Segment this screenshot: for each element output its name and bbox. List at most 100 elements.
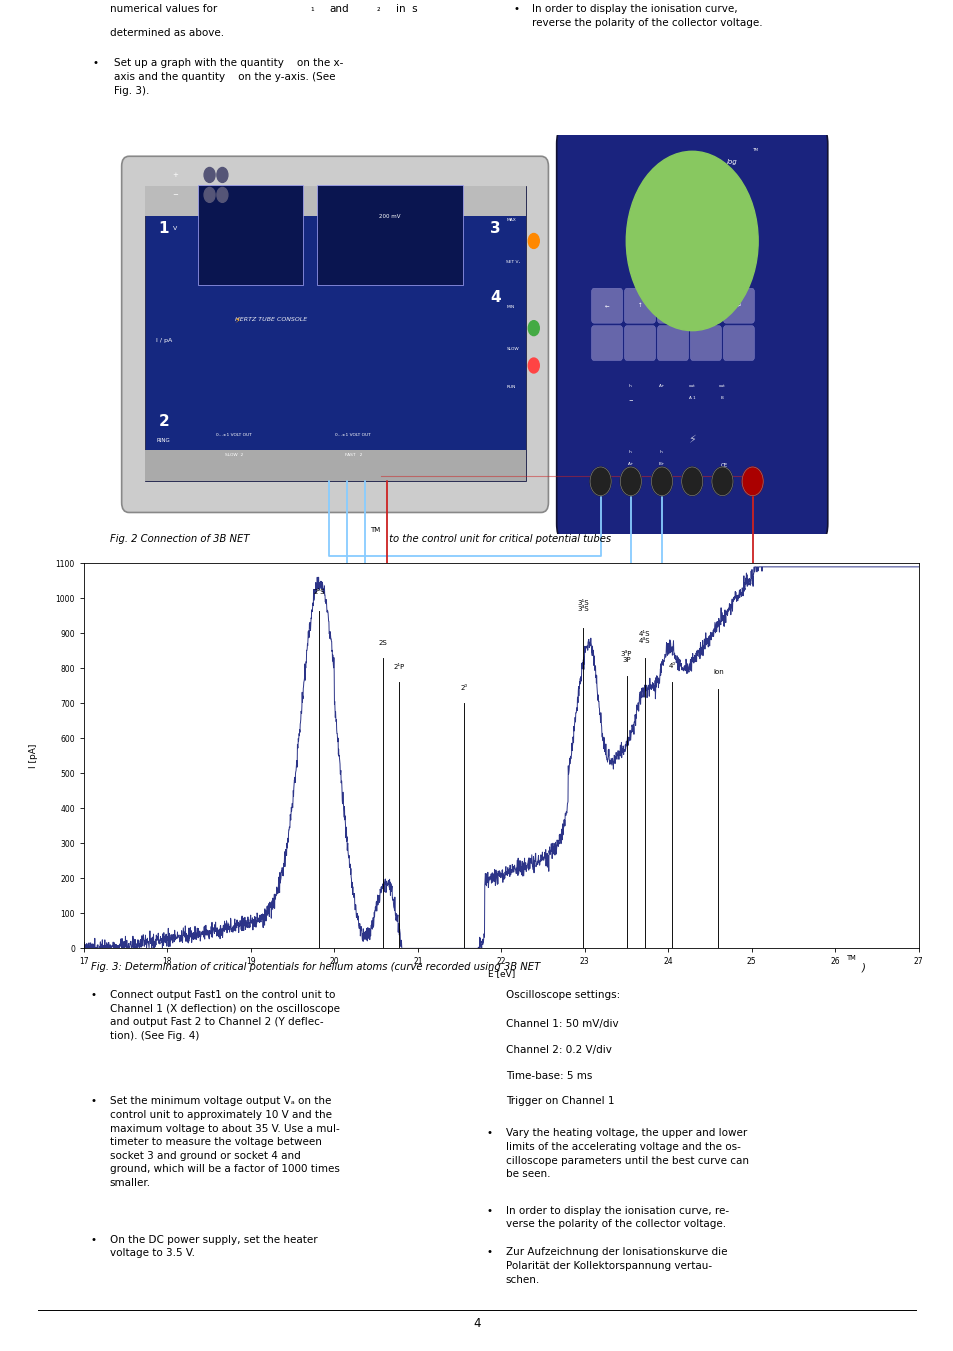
Text: ↓: ↓ [670, 303, 675, 308]
Text: log: log [726, 159, 737, 166]
Text: In: In [659, 450, 663, 454]
Circle shape [528, 320, 538, 335]
Text: Trigger on Channel 1: Trigger on Channel 1 [505, 1096, 614, 1106]
Text: ₁: ₁ [310, 4, 314, 14]
Text: ↑: ↑ [637, 303, 641, 308]
Text: •: • [92, 58, 98, 68]
Text: 3B NET: 3B NET [678, 159, 705, 166]
Circle shape [590, 467, 611, 496]
FancyBboxPatch shape [690, 288, 720, 323]
Text: Time-base: 5 ms: Time-base: 5 ms [505, 1070, 592, 1081]
Text: to the control unit for critical potential tubes: to the control unit for critical potenti… [386, 534, 611, 544]
Circle shape [619, 467, 640, 496]
Circle shape [528, 234, 538, 249]
Text: B+: B+ [659, 462, 664, 466]
Bar [145, 450, 526, 481]
Text: Zur Aufzeichnung der Ionisationskurve die
Polarität der Kollektorspannung vertau: Zur Aufzeichnung der Ionisationskurve di… [505, 1247, 726, 1285]
FancyBboxPatch shape [591, 326, 622, 361]
FancyBboxPatch shape [591, 288, 622, 323]
Text: out: out [688, 384, 695, 388]
Bar [197, 185, 303, 285]
Text: ): ) [861, 962, 864, 973]
Text: •: • [486, 1128, 492, 1139]
Text: V: V [172, 226, 176, 231]
Text: →: → [703, 303, 707, 308]
Text: ⚡: ⚡ [688, 435, 696, 446]
Circle shape [651, 467, 672, 496]
Text: 1: 1 [158, 222, 169, 236]
Text: •: • [91, 1096, 96, 1106]
X-axis label: E [eV]: E [eV] [487, 969, 515, 978]
Text: A+: A+ [659, 384, 664, 388]
FancyBboxPatch shape [690, 326, 720, 361]
Text: −: − [628, 397, 633, 403]
Text: Fig. 3: Determination of critical potentials for helium atoms (curve recorded us: Fig. 3: Determination of critical potent… [91, 962, 539, 973]
Text: ←: ← [604, 303, 609, 308]
Y-axis label: I [pA]: I [pA] [29, 743, 38, 769]
Text: •: • [486, 1205, 492, 1216]
Text: SLOW  2: SLOW 2 [225, 454, 243, 458]
Text: HERTZ TUBE CONSOLE: HERTZ TUBE CONSOLE [234, 317, 307, 322]
Text: RUN: RUN [506, 385, 516, 389]
Text: In: In [628, 384, 632, 388]
Text: 0...±1 VOLT OUT: 0...±1 VOLT OUT [335, 434, 371, 438]
Text: 3³P
3P: 3³P 3P [620, 651, 632, 663]
Text: Ion: Ion [712, 669, 723, 676]
Text: Connect output Fast1 on the control unit to
Channel 1 (X deflection) on the osci: Connect output Fast1 on the control unit… [110, 990, 339, 1042]
Text: RING: RING [156, 438, 171, 443]
Text: TM: TM [751, 149, 757, 153]
Text: 4: 4 [473, 1317, 480, 1329]
Text: MIN: MIN [506, 305, 514, 309]
Circle shape [711, 467, 732, 496]
Text: 2S: 2S [378, 639, 387, 646]
Circle shape [216, 188, 228, 203]
Text: 4⁰: 4⁰ [668, 663, 676, 669]
Text: 2¹P: 2¹P [394, 665, 405, 670]
Text: Set the minimum voltage output Vₐ on the
control unit to approximately 10 V and : Set the minimum voltage output Vₐ on the… [110, 1096, 339, 1188]
Circle shape [528, 358, 538, 373]
FancyBboxPatch shape [557, 122, 827, 546]
Text: 4¹S
4³S: 4¹S 4³S [639, 631, 650, 644]
Text: FAST   2: FAST 2 [344, 454, 362, 458]
Text: −: − [172, 192, 177, 197]
Bar [145, 186, 526, 481]
Circle shape [216, 168, 228, 182]
Text: determined as above.: determined as above. [110, 28, 224, 38]
Circle shape [741, 467, 762, 496]
Circle shape [204, 188, 214, 203]
Text: 2¹S: 2¹S [314, 589, 325, 594]
FancyBboxPatch shape [122, 157, 548, 512]
Text: Channel 1: 50 mV/div: Channel 1: 50 mV/div [505, 1019, 618, 1029]
Text: and: and [329, 4, 349, 15]
Text: CE: CE [720, 462, 727, 467]
FancyBboxPatch shape [657, 288, 688, 323]
Text: TM: TM [846, 955, 856, 961]
Bar [145, 186, 526, 216]
FancyBboxPatch shape [722, 288, 754, 323]
Circle shape [204, 168, 214, 182]
FancyBboxPatch shape [624, 288, 655, 323]
Text: in  s: in s [395, 4, 417, 15]
Text: TM: TM [370, 527, 380, 532]
Text: 3¹S
3³S: 3¹S 3³S [577, 600, 588, 612]
FancyBboxPatch shape [657, 326, 688, 361]
Text: •: • [91, 1235, 96, 1244]
Text: SLOW: SLOW [506, 347, 518, 351]
Text: 3: 3 [490, 222, 500, 236]
FancyBboxPatch shape [722, 326, 754, 361]
Text: 2⁰: 2⁰ [459, 685, 467, 692]
Text: On the DC power supply, set the heater
voltage to 3.5 V.: On the DC power supply, set the heater v… [110, 1235, 317, 1258]
Text: Channel 2: 0.2 V/div: Channel 2: 0.2 V/div [505, 1044, 611, 1055]
Text: numerical values for: numerical values for [110, 4, 216, 15]
Bar [316, 185, 463, 285]
Text: In: In [628, 450, 632, 454]
Text: A+: A+ [627, 462, 634, 466]
Circle shape [681, 467, 702, 496]
Text: In order to display the ionisation curve, re-
verse the polarity of the collecto: In order to display the ionisation curve… [505, 1205, 728, 1229]
Text: 0...±1 VOLT OUT: 0...±1 VOLT OUT [216, 434, 252, 438]
Text: 200 mV: 200 mV [379, 213, 400, 219]
Text: •: • [486, 1247, 492, 1258]
Circle shape [625, 151, 758, 331]
Text: MAX: MAX [506, 218, 516, 222]
Text: ⚡: ⚡ [233, 315, 240, 324]
